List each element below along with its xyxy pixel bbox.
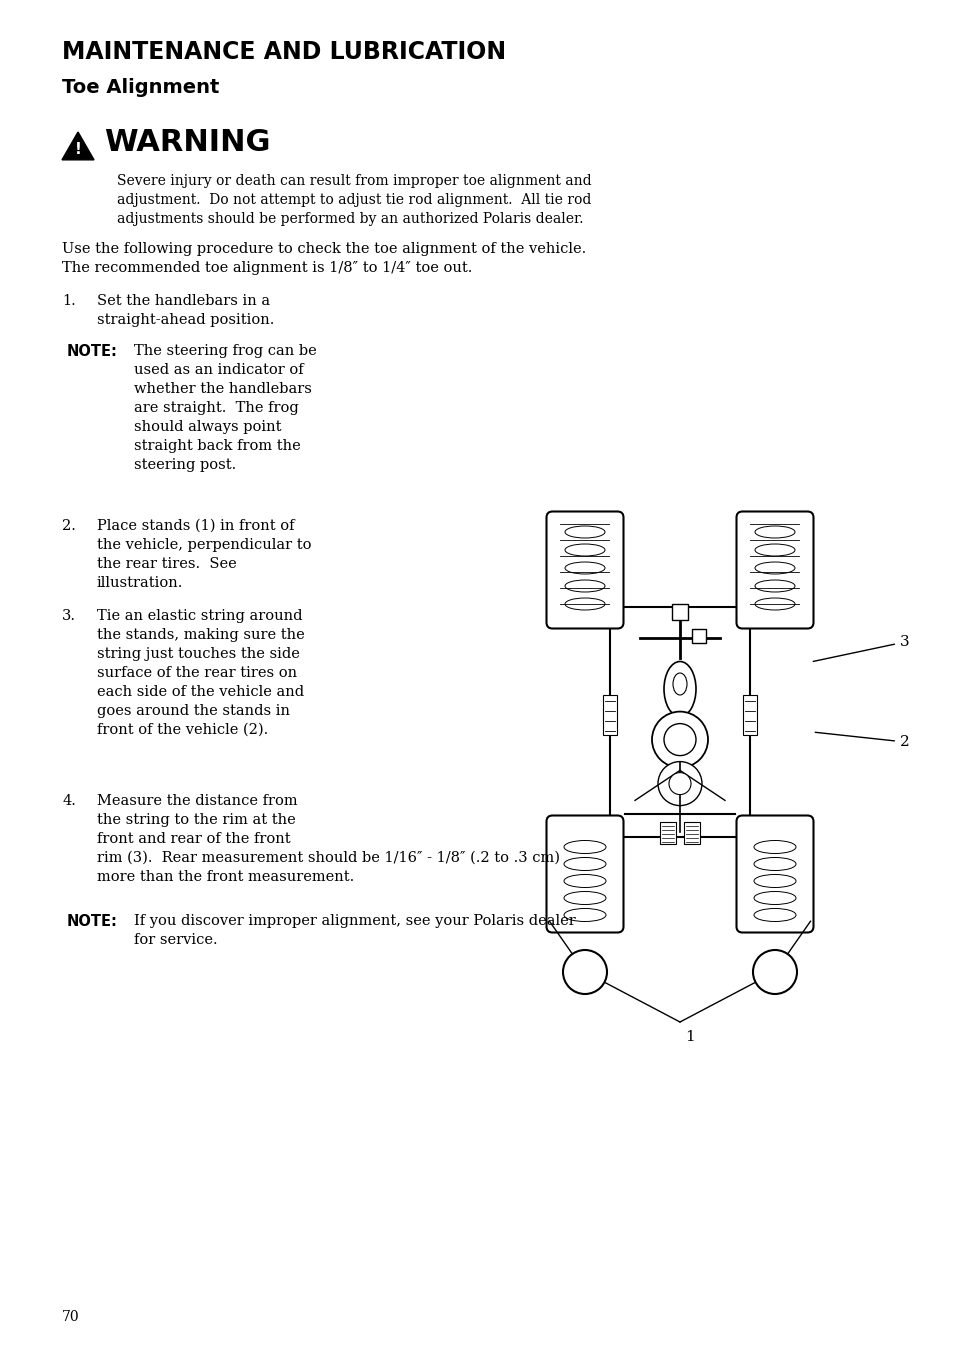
Text: NOTE:: NOTE: xyxy=(67,343,118,360)
Bar xyxy=(671,604,687,621)
FancyBboxPatch shape xyxy=(609,607,749,837)
Circle shape xyxy=(752,950,796,994)
Text: MAINTENANCE AND LUBRICATION: MAINTENANCE AND LUBRICATION xyxy=(62,41,506,64)
Text: Severe injury or death can result from improper toe alignment and
adjustment.  D: Severe injury or death can result from i… xyxy=(117,174,591,226)
Text: 3.: 3. xyxy=(62,608,76,623)
Bar xyxy=(691,630,705,644)
Bar xyxy=(742,695,757,735)
FancyBboxPatch shape xyxy=(546,815,623,933)
Text: Use the following procedure to check the toe alignment of the vehicle.
The recom: Use the following procedure to check the… xyxy=(62,242,586,274)
Text: Toe Alignment: Toe Alignment xyxy=(62,78,219,97)
Circle shape xyxy=(668,772,690,795)
Bar xyxy=(659,822,676,844)
Text: NOTE:: NOTE: xyxy=(67,914,118,929)
Text: 2.: 2. xyxy=(62,519,76,533)
FancyBboxPatch shape xyxy=(546,511,623,629)
Text: Set the handlebars in a
straight-ahead position.: Set the handlebars in a straight-ahead p… xyxy=(97,293,274,327)
Bar xyxy=(683,822,700,844)
Text: WARNING: WARNING xyxy=(104,128,271,157)
Circle shape xyxy=(651,711,707,768)
Text: If you discover improper alignment, see your Polaris dealer
for service.: If you discover improper alignment, see … xyxy=(133,914,576,946)
FancyBboxPatch shape xyxy=(736,815,813,933)
Text: Measure the distance from
the string to the rim at the
front and rear of the fro: Measure the distance from the string to … xyxy=(97,794,559,884)
Circle shape xyxy=(562,950,606,994)
Circle shape xyxy=(663,723,696,756)
Circle shape xyxy=(658,761,701,806)
Polygon shape xyxy=(62,132,94,160)
Text: 4.: 4. xyxy=(62,794,76,808)
Bar xyxy=(602,695,617,735)
Ellipse shape xyxy=(663,661,696,717)
Text: 3: 3 xyxy=(812,635,908,661)
Text: 1.: 1. xyxy=(62,293,75,308)
Text: !: ! xyxy=(74,142,81,157)
Text: 1: 1 xyxy=(684,1030,694,1044)
Text: 2: 2 xyxy=(815,733,909,749)
Text: 70: 70 xyxy=(62,1310,79,1324)
Text: The steering frog can be
used as an indicator of
whether the handlebars
are stra: The steering frog can be used as an indi… xyxy=(133,343,316,472)
Text: Place stands (1) in front of
the vehicle, perpendicular to
the rear tires.  See
: Place stands (1) in front of the vehicle… xyxy=(97,519,312,589)
Text: Tie an elastic string around
the stands, making sure the
string just touches the: Tie an elastic string around the stands,… xyxy=(97,608,304,737)
FancyBboxPatch shape xyxy=(736,511,813,629)
